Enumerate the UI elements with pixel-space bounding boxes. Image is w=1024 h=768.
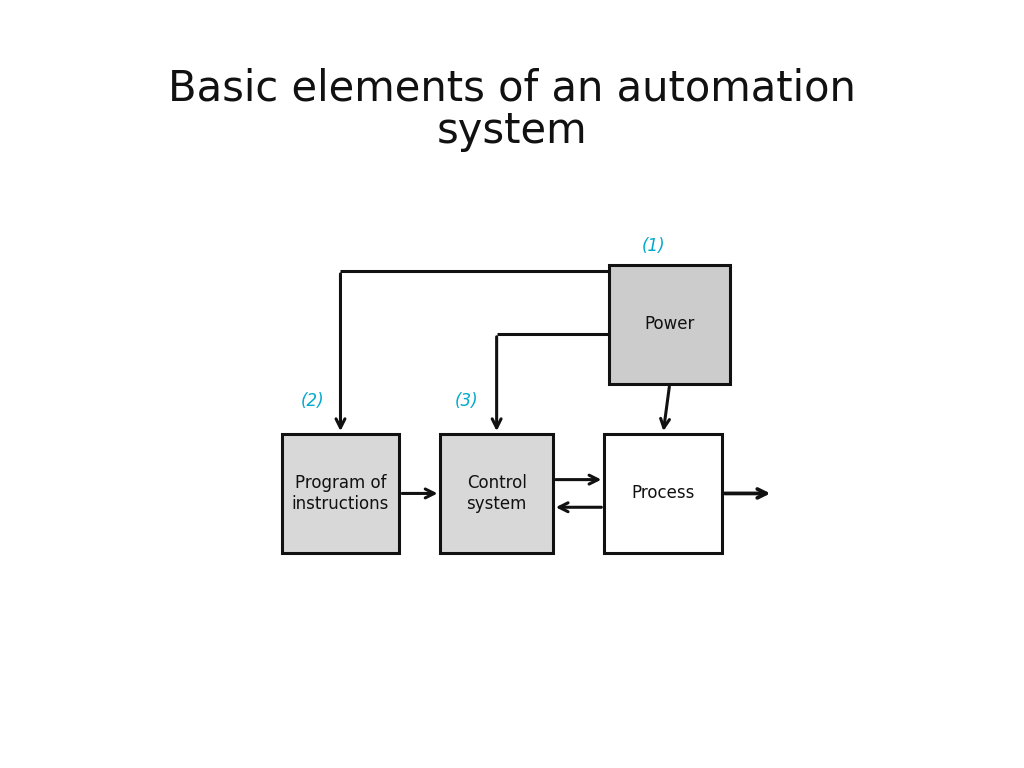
Text: (2): (2) xyxy=(300,392,325,410)
Text: (1): (1) xyxy=(641,237,666,255)
Bar xyxy=(609,265,730,384)
Text: Control
system: Control system xyxy=(467,474,526,513)
Bar xyxy=(604,434,722,553)
Bar xyxy=(440,434,553,553)
Text: Process: Process xyxy=(632,485,694,502)
Bar xyxy=(282,434,399,553)
Text: (3): (3) xyxy=(455,392,479,410)
Text: Program of
instructions: Program of instructions xyxy=(292,474,389,513)
Text: Power: Power xyxy=(644,316,695,333)
Text: Basic elements of an automation: Basic elements of an automation xyxy=(168,68,856,109)
Text: system: system xyxy=(436,110,588,151)
